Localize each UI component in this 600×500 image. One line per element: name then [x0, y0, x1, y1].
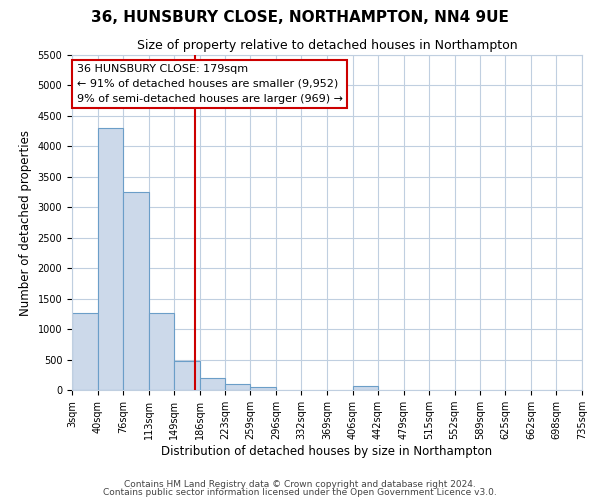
- Text: 36, HUNSBURY CLOSE, NORTHAMPTON, NN4 9UE: 36, HUNSBURY CLOSE, NORTHAMPTON, NN4 9UE: [91, 10, 509, 25]
- Text: Contains public sector information licensed under the Open Government Licence v3: Contains public sector information licen…: [103, 488, 497, 497]
- Bar: [72, 312, 98, 390]
- Title: Size of property relative to detached houses in Northampton: Size of property relative to detached ho…: [137, 40, 517, 52]
- Bar: [199, 378, 225, 390]
- X-axis label: Distribution of detached houses by size in Northampton: Distribution of detached houses by size …: [161, 445, 493, 458]
- Bar: [98, 128, 123, 390]
- Bar: [353, 386, 378, 390]
- Bar: [149, 312, 174, 390]
- Text: 36 HUNSBURY CLOSE: 179sqm
← 91% of detached houses are smaller (9,952)
9% of sem: 36 HUNSBURY CLOSE: 179sqm ← 91% of detac…: [77, 64, 343, 104]
- Bar: [123, 192, 149, 390]
- Y-axis label: Number of detached properties: Number of detached properties: [19, 130, 32, 316]
- Bar: [225, 384, 250, 390]
- Bar: [174, 362, 199, 390]
- Bar: [250, 387, 276, 390]
- Text: Contains HM Land Registry data © Crown copyright and database right 2024.: Contains HM Land Registry data © Crown c…: [124, 480, 476, 489]
